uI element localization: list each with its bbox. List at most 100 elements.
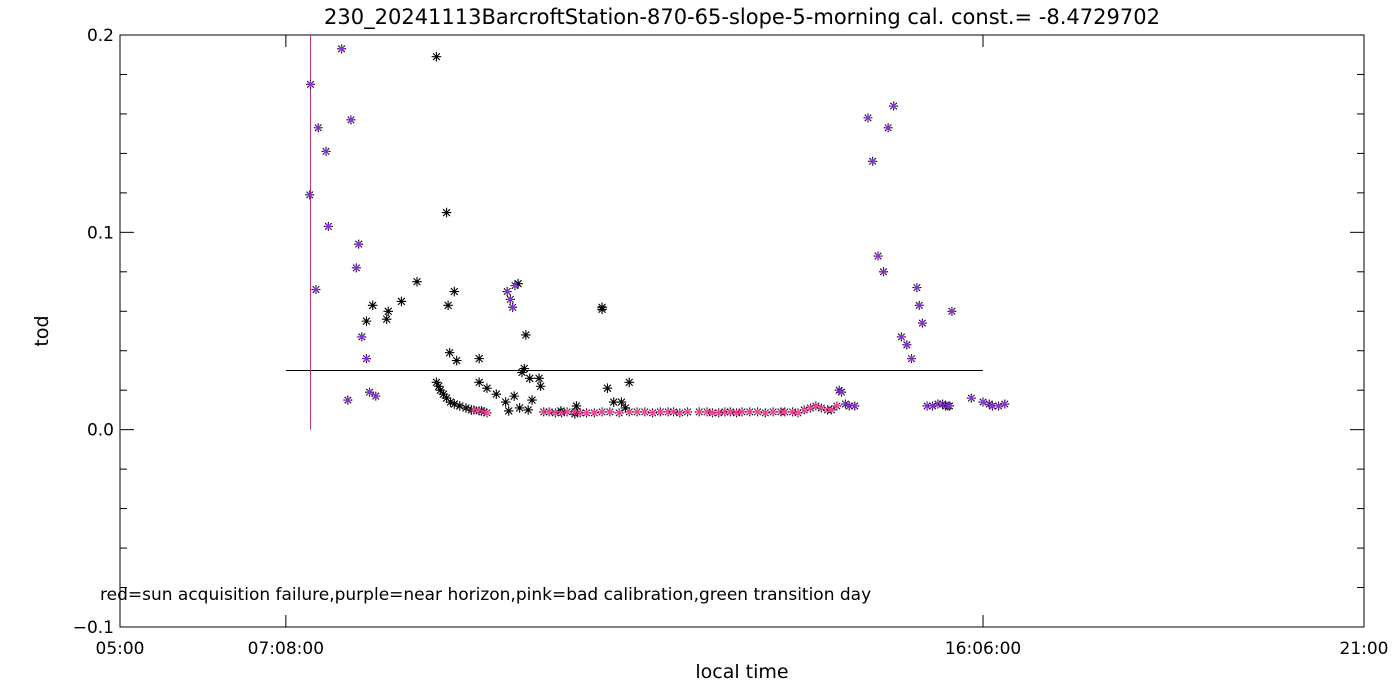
data-point-near-horizon: [880, 268, 887, 275]
data-point-bad-calibration: [789, 408, 796, 416]
data-point-bad-calibration: [563, 408, 571, 416]
data-point-normal: [396, 296, 407, 307]
y-tick-label: 0.2: [87, 26, 114, 46]
data-point-bad-calibration: [598, 408, 606, 416]
data-point-normal: [602, 383, 613, 394]
data-point-normal: [412, 276, 422, 287]
data-point-bad-calibration: [794, 409, 802, 417]
data-point-near-horizon: [511, 282, 519, 289]
y-tick-label: 0.1: [87, 223, 114, 243]
data-point-bad-calibration: [577, 409, 584, 417]
data-point-normal: [616, 397, 627, 407]
data-point-bad-calibration: [769, 408, 777, 416]
reference-layer: [285, 35, 984, 430]
data-point-bad-calibration: [715, 409, 722, 417]
chart-title: 230_20241113BarcroftStation-870-65-slope…: [324, 5, 1160, 30]
data-point-normal: [361, 316, 372, 326]
data-point-normal: [431, 377, 442, 388]
data-point-near-horizon: [307, 81, 314, 88]
y-tick-label: −0.1: [73, 618, 114, 638]
data-point-near-horizon: [934, 400, 942, 408]
data-point-bad-calibration: [833, 402, 841, 410]
data-point-near-horizon: [353, 264, 360, 272]
data-point-bad-calibration: [762, 409, 769, 417]
data-point-bad-calibration: [480, 408, 488, 416]
data-point-bad-calibration: [721, 408, 729, 416]
data-point-near-horizon: [306, 191, 313, 199]
data-point-normal: [527, 395, 537, 405]
data-point-bad-calibration: [684, 408, 691, 416]
y-axis-label: tod: [31, 315, 53, 346]
x-axis-label: local time: [695, 661, 788, 683]
data-point-normal: [474, 353, 485, 364]
data-point-bad-calibration: [657, 408, 664, 416]
data-point-normal: [441, 393, 452, 403]
data-point-near-horizon: [903, 341, 911, 349]
data-point-near-horizon: [312, 286, 320, 293]
data-point-near-horizon: [315, 124, 322, 131]
data-point-normal: [482, 383, 492, 394]
data-point-near-horizon: [842, 400, 849, 408]
data-point-bad-calibration: [746, 408, 753, 416]
data-point-bad-calibration: [641, 408, 649, 416]
data-point-normal: [449, 399, 460, 409]
data-point-normal: [513, 278, 523, 289]
data-point-bad-calibration: [483, 409, 491, 417]
data-point-normal: [435, 385, 446, 395]
data-point-normal: [535, 381, 546, 392]
data-point-bad-calibration: [571, 408, 579, 416]
data-point-near-horizon: [979, 398, 987, 406]
data-point-near-horizon: [968, 394, 975, 402]
data-point-normal: [367, 300, 378, 311]
data-point-normal: [523, 405, 533, 415]
data-point-near-horizon: [946, 402, 953, 410]
data-point-near-horizon: [358, 333, 366, 341]
data-point-near-horizon: [919, 319, 926, 327]
data-point-near-horizon: [923, 402, 931, 410]
data-point-normal: [608, 397, 619, 407]
x-tick-label: 07:08:00: [248, 639, 324, 659]
data-point-bad-calibration: [470, 406, 477, 414]
data-point-bad-calibration: [807, 404, 814, 412]
data-point-normal: [438, 389, 449, 399]
data-point-normal: [620, 403, 631, 413]
data-point-normal: [521, 330, 531, 340]
data-point-bad-calibration: [727, 408, 734, 416]
data-point-bad-calibration: [558, 409, 565, 417]
data-point-normal: [431, 51, 442, 62]
data-point-near-horizon: [355, 240, 362, 248]
data-point-normal: [441, 207, 452, 218]
data-point-normal: [454, 401, 465, 411]
data-point-near-horizon: [372, 392, 379, 400]
data-point-normal: [517, 367, 527, 378]
data-point-near-horizon: [509, 304, 516, 311]
data-point-near-horizon: [898, 333, 905, 341]
y-tick-label: 0.0: [87, 421, 114, 441]
data-point-near-horizon: [916, 302, 923, 309]
data-point-near-horizon: [1001, 400, 1008, 408]
data-point-near-horizon: [344, 396, 352, 404]
plot-frame: [119, 34, 1365, 628]
data-point-normal: [445, 397, 456, 407]
data-point-near-horizon: [908, 355, 915, 362]
data-point-normal: [461, 403, 471, 413]
data-point-normal: [524, 373, 535, 384]
data-point-bad-calibration: [583, 409, 590, 417]
data-point-normal: [449, 286, 460, 297]
data-point-bad-calibration: [781, 408, 788, 416]
data-point-near-horizon: [874, 252, 882, 260]
data-point-near-horizon: [366, 388, 373, 396]
data-point-bad-calibration: [696, 408, 703, 416]
data-point-near-horizon: [864, 114, 872, 122]
data-point-bad-calibration: [591, 409, 598, 417]
data-point-bad-calibration: [664, 408, 672, 416]
data-point-bad-calibration: [676, 409, 683, 417]
axes-layer: −0.1 0.0 0.1 0.2 05:00 07:08:00 16:06:00 21:00: [73, 26, 1389, 659]
data-point-normal: [443, 300, 453, 311]
data-point-bad-calibration: [738, 408, 746, 416]
data-point-bad-calibration: [540, 408, 547, 416]
data-point-bad-calibration: [801, 406, 808, 414]
data-point-bad-calibration: [709, 409, 716, 417]
data-point-near-horizon: [890, 102, 897, 110]
